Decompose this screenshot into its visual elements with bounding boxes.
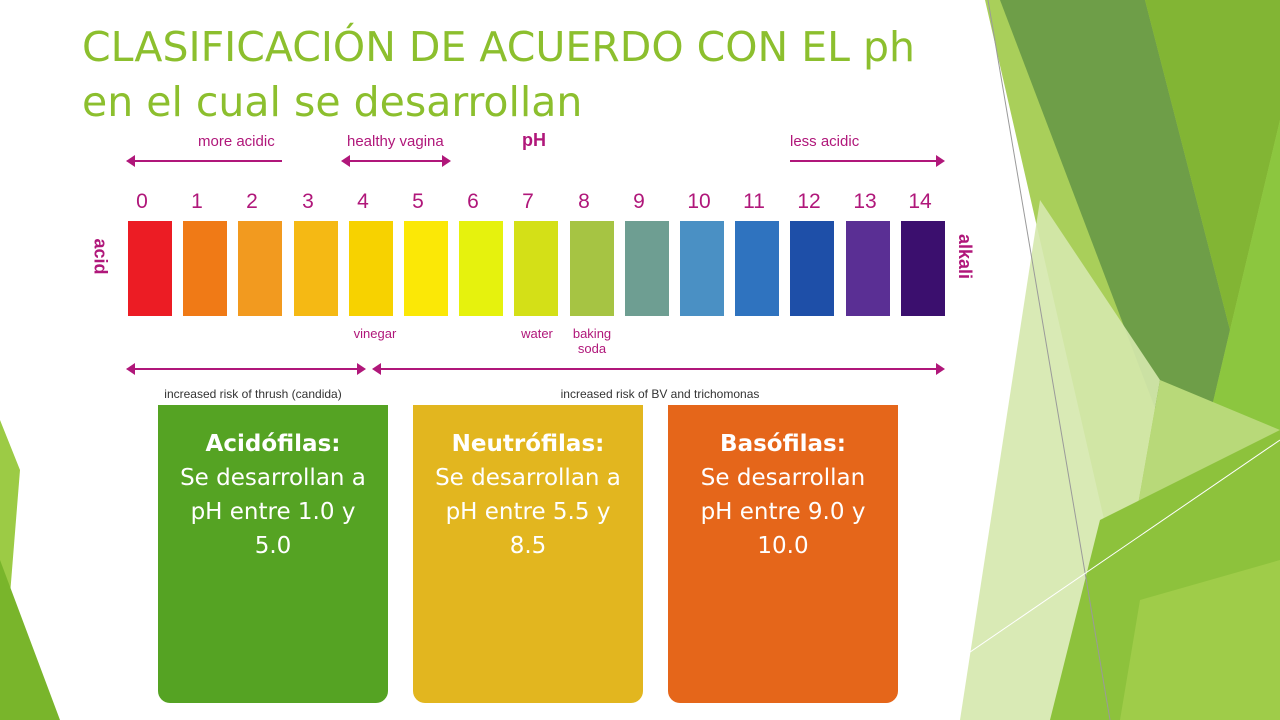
arrow-left-head-icon xyxy=(126,363,135,375)
card-text: Se desarrollan a pH entre 5.5 y 8.5 xyxy=(435,465,621,559)
thrush-label: increased risk of thrush (candida) xyxy=(164,387,342,401)
ph-bar-10 xyxy=(680,221,724,316)
ph-number-13: 13 xyxy=(853,190,877,213)
ph-number-10: 10 xyxy=(687,190,711,213)
ph-bar-1 xyxy=(183,221,227,316)
arrow-left-head-icon xyxy=(372,363,381,375)
more-acidic-arrow xyxy=(126,155,282,167)
ph-bar-6 xyxy=(459,221,503,316)
ph-number-3: 3 xyxy=(302,190,314,213)
ph-number-11: 11 xyxy=(743,190,765,213)
ph-bar-13 xyxy=(846,221,890,316)
bg-shape-2 xyxy=(1000,0,1230,500)
ph-number-0: 0 xyxy=(136,190,148,213)
bv-arrow xyxy=(372,363,945,375)
card-basofilas: Basófilas: Se desarrollan pH entre 9.0 y… xyxy=(668,405,898,703)
thrush-arrow xyxy=(126,363,366,375)
ph-bar-4 xyxy=(349,221,393,316)
ph-bar-5 xyxy=(404,221,448,316)
ph-number-5: 5 xyxy=(412,190,424,213)
card-text: Se desarrollan a pH entre 1.0 y 5.0 xyxy=(180,465,366,559)
vinegar-label: vinegar xyxy=(353,326,397,341)
ph-bar-3 xyxy=(294,221,338,316)
arrow-right-head-icon xyxy=(936,363,945,375)
page-title: CLASIFICACIÓN DE ACUERDO CON EL ph en el… xyxy=(82,20,962,130)
card-heading: Neutrófilas: xyxy=(451,431,605,457)
ph-number-1: 1 xyxy=(191,190,203,213)
ph-number-8: 8 xyxy=(578,190,590,213)
ph-bar-12 xyxy=(790,221,834,316)
arrow-left-head-icon xyxy=(341,155,350,167)
card-acidofilas: Acidófilas: Se desarrollan a pH entre 1.… xyxy=(158,405,388,703)
water-label: water xyxy=(521,326,553,341)
card-text: Se desarrollan pH entre 9.0 y 10.0 xyxy=(700,465,866,559)
ph-bar-2 xyxy=(238,221,282,316)
ph-number-6: 6 xyxy=(467,190,479,213)
arrow-left-head-icon xyxy=(126,155,135,167)
card-heading: Acidófilas: xyxy=(205,431,341,457)
acid-label: acid xyxy=(90,238,111,275)
card-heading: Basófilas: xyxy=(720,431,846,457)
title-line-1: CLASIFICACIÓN DE ACUERDO CON EL ph xyxy=(82,23,916,71)
more-acidic-label: more acidic xyxy=(198,133,275,150)
ph-number-14: 14 xyxy=(908,190,932,213)
ph-number-9: 9 xyxy=(633,190,645,213)
bg-shape-8 xyxy=(1120,560,1280,720)
title-line-2: en el cual se desarrollan xyxy=(82,78,583,126)
ph-bar-0 xyxy=(128,221,172,316)
bv-label: increased risk of BV and trichomonas xyxy=(560,387,760,401)
ph-number-4: 4 xyxy=(357,190,369,213)
ph-bar-14 xyxy=(901,221,945,316)
less-acidic-arrow xyxy=(790,155,945,167)
ph-bar-7 xyxy=(514,221,558,316)
arrow-right-head-icon xyxy=(357,363,366,375)
bg-line-2 xyxy=(899,439,1280,701)
arrow-right-head-icon xyxy=(936,155,945,167)
ph-bar-9 xyxy=(625,221,669,316)
healthy-vagina-label: healthy vagina xyxy=(347,133,444,150)
ph-number-2: 2 xyxy=(246,190,258,213)
ph-number-7: 7 xyxy=(522,190,534,213)
bg-shape-left-2 xyxy=(0,560,60,720)
alkali-label: alkali xyxy=(955,233,976,280)
healthy-vagina-arrow xyxy=(341,155,451,167)
ph-bar-11 xyxy=(735,221,779,316)
ph-bar-8 xyxy=(570,221,614,316)
arrow-right-head-icon xyxy=(442,155,451,167)
less-acidic-label: less acidic xyxy=(790,133,860,150)
card-neutrofilas: Neutrófilas: Se desarrollan a pH entre 5… xyxy=(413,405,643,703)
bg-line-1 xyxy=(987,0,1111,720)
baking-soda-label: baking soda xyxy=(572,326,612,356)
bg-shape-3 xyxy=(1145,0,1280,330)
ph-label: pH xyxy=(522,130,546,150)
ph-number-12: 12 xyxy=(797,190,821,213)
